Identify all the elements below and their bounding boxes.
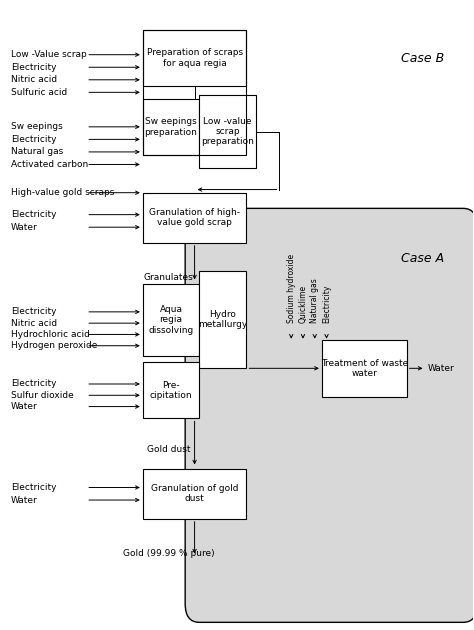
Text: Electricity: Electricity	[11, 483, 56, 492]
Text: Sw eepings
preparation: Sw eepings preparation	[145, 117, 198, 137]
Text: Hydro
metallurgy: Hydro metallurgy	[198, 310, 247, 329]
Text: High-value gold scraps: High-value gold scraps	[11, 188, 114, 197]
FancyBboxPatch shape	[143, 284, 199, 356]
FancyBboxPatch shape	[185, 209, 474, 622]
Text: Case B: Case B	[401, 52, 444, 64]
Text: Hydrochloric acid: Hydrochloric acid	[11, 330, 90, 339]
Bar	[143, 30, 246, 155]
Text: Aqua
regia
dissolving: Aqua regia dissolving	[148, 305, 194, 335]
Text: Electricity: Electricity	[11, 307, 56, 316]
Text: Quicklime: Quicklime	[299, 285, 308, 323]
Text: Hydrogen peroxide: Hydrogen peroxide	[11, 341, 97, 350]
Text: Low -Value scrap: Low -Value scrap	[11, 50, 87, 59]
FancyBboxPatch shape	[143, 99, 199, 155]
Text: Electricity: Electricity	[11, 210, 56, 219]
Text: Sw eepings: Sw eepings	[11, 122, 63, 131]
Text: Electricity: Electricity	[11, 63, 56, 72]
Text: Electricity: Electricity	[11, 379, 56, 389]
FancyBboxPatch shape	[143, 30, 246, 86]
Text: Electricity: Electricity	[11, 135, 56, 144]
Text: Preparation of scraps
for aqua regia: Preparation of scraps for aqua regia	[146, 48, 243, 67]
FancyBboxPatch shape	[199, 96, 256, 168]
Text: Sodium hydroxide: Sodium hydroxide	[287, 254, 296, 323]
Text: Low -value
scrap
preparation: Low -value scrap preparation	[201, 117, 254, 146]
Text: Granulation of high-
value gold scrap: Granulation of high- value gold scrap	[149, 208, 240, 227]
FancyBboxPatch shape	[199, 271, 246, 369]
Text: Natural gas: Natural gas	[310, 278, 319, 323]
Text: Sulfuric acid: Sulfuric acid	[11, 88, 67, 97]
Text: Nitric acid: Nitric acid	[11, 319, 57, 328]
Text: Sulfur dioxide: Sulfur dioxide	[11, 391, 73, 400]
Text: Electricity: Electricity	[322, 285, 331, 323]
Text: Granulates: Granulates	[144, 273, 193, 282]
Text: Nitric acid: Nitric acid	[11, 76, 57, 84]
Text: Pre-
cipitation: Pre- cipitation	[150, 381, 192, 400]
Text: Case A: Case A	[401, 252, 444, 265]
Text: Water: Water	[11, 222, 37, 232]
Text: Activated carbon: Activated carbon	[11, 160, 88, 169]
FancyBboxPatch shape	[143, 362, 199, 418]
Text: Water: Water	[11, 496, 37, 505]
FancyBboxPatch shape	[143, 469, 246, 519]
FancyBboxPatch shape	[143, 193, 246, 243]
Text: Gold (99.99 % pure): Gold (99.99 % pure)	[123, 549, 215, 558]
Text: Water: Water	[428, 364, 455, 373]
Text: Treatment of waste
water: Treatment of waste water	[320, 358, 408, 378]
Text: Gold dust: Gold dust	[147, 445, 191, 454]
FancyBboxPatch shape	[322, 340, 407, 396]
Text: Granulation of gold
dust: Granulation of gold dust	[151, 484, 238, 503]
Text: Natural gas: Natural gas	[11, 147, 63, 156]
Text: Water: Water	[11, 402, 37, 411]
